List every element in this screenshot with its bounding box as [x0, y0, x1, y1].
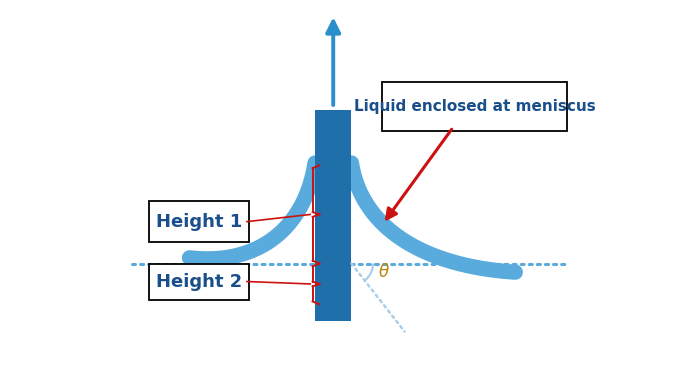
FancyBboxPatch shape	[148, 201, 249, 242]
Text: Liquid enclosed at meniscus: Liquid enclosed at meniscus	[354, 99, 596, 114]
Bar	[315, 110, 351, 321]
Text: $\theta$: $\theta$	[378, 263, 390, 281]
FancyBboxPatch shape	[382, 82, 567, 131]
Text: Height 2: Height 2	[156, 273, 242, 290]
FancyBboxPatch shape	[148, 263, 249, 300]
Text: Height 1: Height 1	[156, 213, 242, 231]
